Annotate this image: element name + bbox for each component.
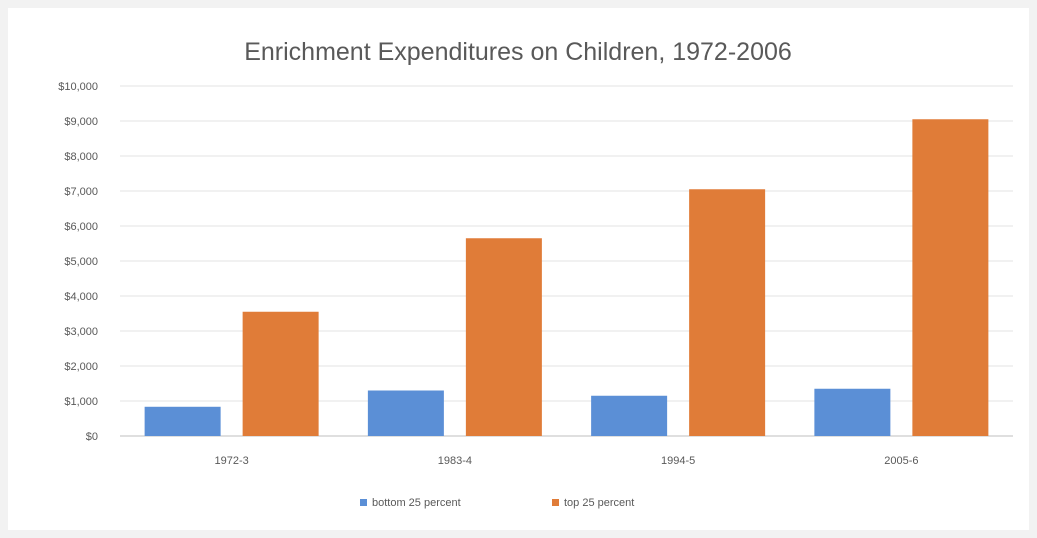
chart-title: Enrichment Expenditures on Children, 197… [244,38,792,66]
y-tick-label: $0 [86,431,98,443]
y-tick-label: $5,000 [64,256,98,268]
y-tick-label: $2,000 [64,361,98,373]
y-tick-label: $4,000 [64,291,98,303]
x-axis-tick-labels: 1972-3 1983-4 1994-5 2005-6 [214,455,918,467]
y-tick-label: $8,000 [64,151,98,163]
y-axis-tick-labels: $0 $1,000 $2,000 $3,000 $4,000 $5,000 $6,000 $7… [58,81,98,443]
bars [144,119,989,436]
legend-swatch [552,499,559,506]
legend: bottom 25 percent top 25 percent [360,497,634,509]
chart-frame: Enrichment Expenditures on Children, 197… [8,8,1029,530]
x-tick-label: 1994-5 [661,455,695,467]
bar-top-25-1983-4 [465,238,542,436]
bar-top-25-2005-6 [912,119,989,436]
y-tick-label: $10,000 [58,81,98,93]
y-tick-label: $9,000 [64,116,98,128]
bar-top-25-1972-3 [242,311,319,436]
y-tick-label: $1,000 [64,396,98,408]
x-tick-label: 2005-6 [884,455,918,467]
bar-bottom-25-2005-6 [814,388,891,436]
legend-label: top 25 percent [564,497,634,509]
bar-bottom-25-1983-4 [367,390,444,436]
bar-bottom-25-1972-3 [144,406,221,436]
x-tick-label: 1972-3 [214,455,248,467]
y-tick-label: $7,000 [64,186,98,198]
y-tick-label: $3,000 [64,326,98,338]
legend-label: bottom 25 percent [372,497,461,509]
legend-swatch [360,499,367,506]
y-tick-label: $6,000 [64,221,98,233]
bar-top-25-1994-5 [689,189,766,436]
x-tick-label: 1983-4 [438,455,472,467]
bar-chart: Enrichment Expenditures on Children, 197… [58,38,1013,509]
bar-bottom-25-1994-5 [591,395,668,436]
